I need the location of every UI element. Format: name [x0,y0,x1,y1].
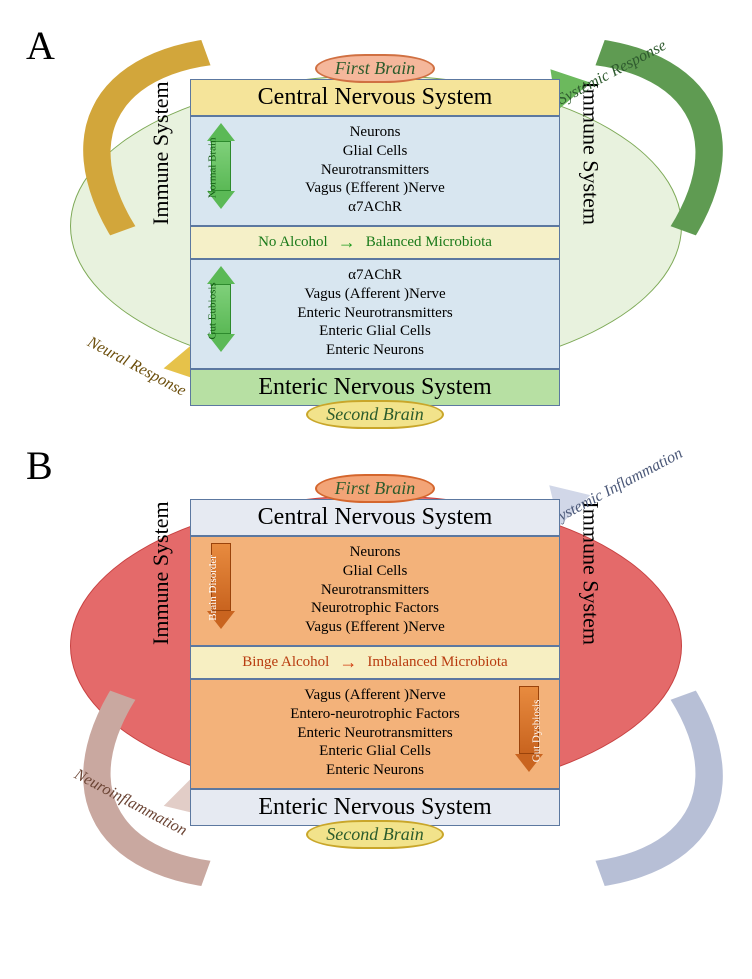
line: Entero-neurotrophic Factors [195,705,555,724]
immune-right-b: Immune System [578,501,604,645]
lower-lines-a: α7AChR Vagus (Afferent )Nerve Enteric Ne… [195,266,555,360]
line: Vagus (Afferent )Nerve [195,686,555,705]
line: Glial Cells [195,142,555,161]
cns-bar-a: Central Nervous System [190,79,560,116]
middle-bar-a: No Alcohol → Balanced Microbiota [190,226,560,259]
immune-left-a: Immune System [148,81,174,225]
upper-lines-a: Neurons Glial Cells Neurotransmitters Va… [195,123,555,217]
small-arrow-b: → [339,652,357,673]
line: Enteric Neurons [195,341,555,360]
imbalanced-microbiota-text: Imbalanced Microbiota [367,654,507,671]
line: Enteric Glial Cells [195,742,555,761]
immune-left-b: Immune System [148,501,174,645]
second-brain-cloud-a: Second Brain [306,400,443,429]
gut-eubiosis-caption: Gut Eubiosis [207,282,221,339]
line: Vagus (Efferent )Nerve [195,618,555,637]
line: Enteric Neurotransmitters [195,304,555,323]
line: Neurons [195,543,555,562]
stack-a: First Brain Central Nervous System Norma… [190,54,560,425]
panel-b-label: B [26,442,53,489]
lower-lines-b: Vagus (Afferent )Nerve Entero-neurotroph… [195,686,555,780]
upper-lines-b: Neurons Glial Cells Neurotransmitters Ne… [195,543,555,637]
cns-bar-b: Central Nervous System [190,499,560,536]
immune-right-a: Immune System [578,81,604,225]
line: Enteric Glial Cells [195,322,555,341]
upper-box-b: Brain Disorder Neurons Glial Cells Neuro… [190,536,560,646]
second-brain-cloud-b: Second Brain [306,820,443,849]
first-brain-cloud-a: First Brain [315,54,436,83]
line: Neurons [195,123,555,142]
normal-brain-caption: Normal Brain [207,137,221,198]
middle-bar-b: Binge Alcohol → Imbalanced Microbiota [190,646,560,679]
line: α7AChR [195,266,555,285]
lower-box-b: Gut Dysbiosis Vagus (Afferent )Nerve Ent… [190,679,560,789]
line: Glial Cells [195,562,555,581]
line: Vagus (Efferent )Nerve [195,179,555,198]
line: Neurotransmitters [195,581,555,600]
stack-b: First Brain Central Nervous System Brain… [190,474,560,845]
panel-a-label: A [26,22,55,69]
line: Neurotransmitters [195,161,555,180]
gut-dysbiosis-caption: Gut Dysbiosis [531,700,545,763]
panel-b: B Immune System Immune System Neuroinfla… [20,440,732,840]
line: Enteric Neurons [195,761,555,780]
brain-disorder-caption: Brain Disorder [207,555,221,621]
upper-box-a: Normal Brain Neurons Glial Cells Neurotr… [190,116,560,226]
first-brain-cloud-b: First Brain [315,474,436,503]
panel-a: A Immune System Immune System Neural Res… [20,20,732,420]
small-arrow-a: → [338,232,356,253]
no-alcohol-text: No Alcohol [258,234,328,251]
lower-box-a: Gut Eubiosis α7AChR Vagus (Afferent )Ner… [190,259,560,369]
line: Neurotrophic Factors [195,599,555,618]
line: Vagus (Afferent )Nerve [195,285,555,304]
line: Enteric Neurotransmitters [195,724,555,743]
line: α7AChR [195,198,555,217]
balanced-microbiota-text: Balanced Microbiota [366,234,492,251]
binge-alcohol-text: Binge Alcohol [242,654,329,671]
